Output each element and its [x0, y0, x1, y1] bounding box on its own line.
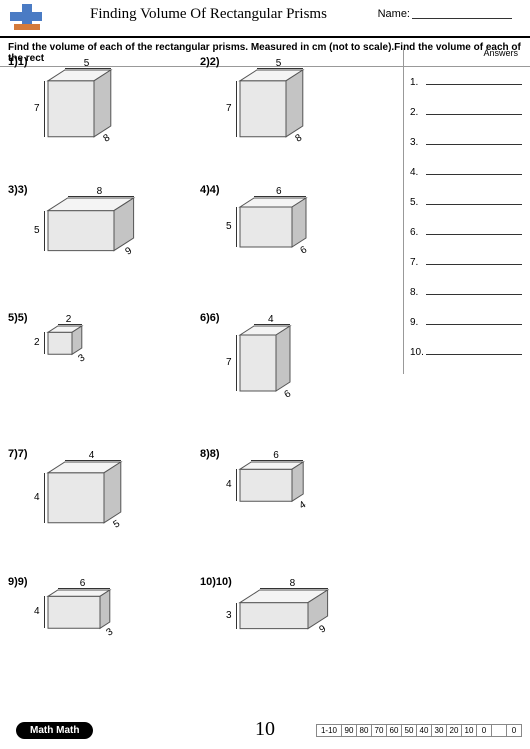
- score-strip: 1-1090807060504030201000: [316, 724, 522, 737]
- math-badge: Math Math: [16, 722, 93, 739]
- problem-3: 3)3)859: [8, 184, 188, 304]
- problem-10: 10)10)839: [200, 576, 380, 696]
- problem-label: 9)9): [8, 576, 28, 588]
- answer-blank[interactable]: [426, 314, 522, 325]
- answer-number: 7.: [410, 257, 426, 268]
- problem-5: 5)5)223: [8, 312, 188, 432]
- answer-blank[interactable]: [426, 104, 522, 115]
- problem-label: 4)4): [200, 184, 220, 196]
- answer-row: 6.: [410, 224, 522, 238]
- score-cell: [492, 724, 507, 737]
- answer-number: 2.: [410, 107, 426, 118]
- answer-blank[interactable]: [426, 344, 522, 355]
- problem-6: 6)6)476: [200, 312, 380, 432]
- answer-blank[interactable]: [426, 254, 522, 265]
- problem-label: 3)3): [8, 184, 28, 196]
- answer-row: 2.: [410, 104, 522, 118]
- answer-panel: Answers 1. 2. 3. 4. 5. 6. 7. 8. 9. 10.: [403, 48, 522, 374]
- name-input-line[interactable]: [412, 18, 512, 19]
- dim-height: 7: [226, 357, 232, 368]
- score-cell: 0: [507, 724, 522, 737]
- dim-height: 2: [34, 337, 40, 348]
- problem-label: 1)1): [8, 56, 28, 68]
- prism-icon: [234, 584, 352, 653]
- score-range-label: 1-10: [316, 724, 342, 737]
- score-cell: 10: [462, 724, 477, 737]
- dim-height: 7: [226, 103, 232, 114]
- answer-number: 4.: [410, 167, 426, 178]
- score-cell: 50: [402, 724, 417, 737]
- problem-2: 2)2)578: [200, 56, 380, 176]
- answer-row: 8.: [410, 284, 522, 298]
- problem-label: 2)2): [200, 56, 220, 68]
- answer-row: 7.: [410, 254, 522, 268]
- answer-blank[interactable]: [426, 164, 522, 175]
- answer-blank[interactable]: [426, 134, 522, 145]
- header: Finding Volume Of Rectangular Prisms Nam…: [0, 0, 530, 38]
- problem-8: 8)8)644: [200, 448, 380, 568]
- page-number: 10: [255, 718, 275, 741]
- prism-icon: [234, 192, 330, 271]
- score-cell: 20: [447, 724, 462, 737]
- answer-number: 1.: [410, 77, 426, 88]
- answer-row: 1.: [410, 74, 522, 88]
- answer-row: 9.: [410, 314, 522, 328]
- answer-number: 9.: [410, 317, 426, 328]
- prism-icon: [42, 192, 158, 275]
- score-cell: 40: [417, 724, 432, 737]
- prism-icon: [42, 320, 106, 378]
- score-cell: 30: [432, 724, 447, 737]
- problem-9: 9)9)643: [8, 576, 188, 696]
- answer-row: 5.: [410, 194, 522, 208]
- answer-number: 6.: [410, 227, 426, 238]
- dim-height: 5: [226, 221, 232, 232]
- score-cell: 60: [387, 724, 402, 737]
- answer-number: 3.: [410, 137, 426, 148]
- answer-number: 10.: [410, 347, 426, 358]
- answer-blank[interactable]: [426, 74, 522, 85]
- answer-blank[interactable]: [426, 194, 522, 205]
- answer-number: 5.: [410, 197, 426, 208]
- name-label: Name:: [378, 8, 410, 20]
- prism-icon: [42, 64, 135, 161]
- dim-height: 4: [34, 492, 40, 503]
- problem-label: 6)6): [200, 312, 220, 324]
- answer-blank[interactable]: [426, 284, 522, 295]
- problem-label: 7)7): [8, 448, 28, 460]
- score-cell: 80: [357, 724, 372, 737]
- problem-1: 1)1)578: [8, 56, 188, 176]
- page-title: Finding Volume Of Rectangular Prisms: [90, 6, 327, 23]
- dim-height: 4: [34, 606, 40, 617]
- score-cell: 90: [342, 724, 357, 737]
- problems-area: 1)1)5782)2)5783)3)8594)4)6565)5)2236)6)4…: [0, 52, 400, 702]
- prism-icon: [234, 320, 314, 415]
- prism-icon: [234, 64, 327, 161]
- problem-4: 4)4)656: [200, 184, 380, 304]
- problem-label: 10)10): [200, 576, 232, 588]
- answer-row: 3.: [410, 134, 522, 148]
- worksheet-page: Finding Volume Of Rectangular Prisms Nam…: [0, 0, 530, 749]
- prism-icon: [42, 584, 134, 652]
- score-cell: 0: [477, 724, 492, 737]
- answer-number: 8.: [410, 287, 426, 298]
- dim-height: 5: [34, 225, 40, 236]
- dim-height: 4: [226, 479, 232, 490]
- answer-row: 10.: [410, 344, 522, 358]
- answer-row: 4.: [410, 164, 522, 178]
- dim-height: 3: [226, 610, 232, 621]
- dim-height: 7: [34, 103, 40, 114]
- score-cell: 70: [372, 724, 387, 737]
- problem-label: 5)5): [8, 312, 28, 324]
- logo-icon: [8, 4, 44, 37]
- problem-label: 8)8): [200, 448, 220, 460]
- prism-icon: [234, 456, 327, 525]
- footer: Math Math 10 1-1090807060504030201000: [0, 721, 530, 741]
- answer-header: Answers: [410, 48, 522, 58]
- problem-7: 7)7)445: [8, 448, 188, 568]
- answer-blank[interactable]: [426, 224, 522, 235]
- prism-icon: [42, 456, 145, 547]
